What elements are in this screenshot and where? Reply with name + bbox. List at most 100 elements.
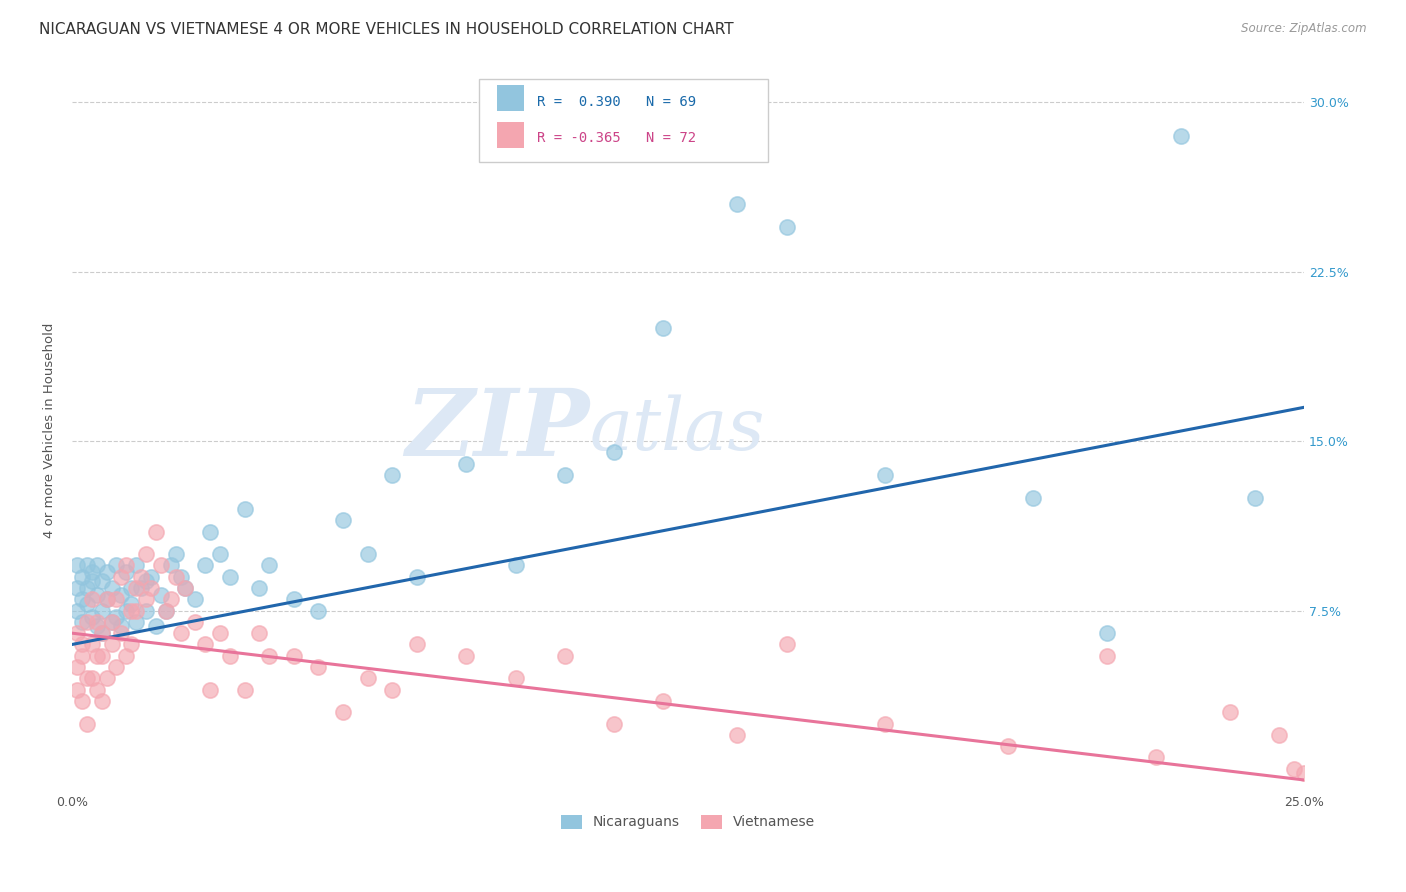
Text: R =  0.390   N = 69: R = 0.390 N = 69 (537, 95, 696, 109)
Point (456, 648, 478, 663)
Point (76, 615, 98, 629)
Point (66, 581, 89, 595)
Point (1243, 491, 1265, 505)
Point (70, 592, 93, 607)
Point (332, 705, 354, 719)
Point (70, 694, 93, 708)
Point (652, 321, 675, 335)
Point (332, 513, 354, 527)
Point (105, 660, 128, 674)
Point (149, 588, 172, 602)
Point (194, 637, 217, 651)
Point (86, 558, 108, 573)
Point (80, 610, 103, 624)
Point (110, 570, 132, 584)
Point (159, 558, 181, 573)
Point (1095, 648, 1118, 663)
Point (145, 619, 167, 633)
Point (125, 604, 148, 618)
Point (100, 581, 122, 595)
Point (86, 619, 108, 633)
Point (283, 592, 305, 607)
Point (120, 604, 142, 618)
Point (120, 637, 142, 651)
Text: R = -0.365   N = 72: R = -0.365 N = 72 (537, 131, 696, 145)
Point (149, 558, 172, 573)
Point (100, 637, 122, 651)
Point (110, 626, 132, 640)
Point (1268, 728, 1291, 742)
Text: ZIP: ZIP (405, 384, 589, 475)
Point (184, 615, 207, 629)
Point (100, 615, 122, 629)
Point (96, 565, 118, 579)
Point (115, 604, 138, 618)
Point (100, 615, 122, 629)
Point (198, 524, 221, 539)
Point (86, 615, 108, 629)
Point (80, 574, 103, 589)
Point (86, 682, 108, 697)
Point (80, 637, 103, 651)
Point (115, 565, 138, 579)
Point (135, 574, 157, 589)
Point (96, 671, 118, 685)
Point (218, 570, 240, 584)
Point (105, 592, 128, 607)
Point (70, 570, 93, 584)
Point (174, 581, 197, 595)
Point (86, 588, 108, 602)
FancyBboxPatch shape (478, 79, 768, 162)
Point (110, 619, 132, 633)
Point (381, 682, 404, 697)
Point (775, 219, 797, 234)
Point (135, 592, 157, 607)
Point (184, 592, 207, 607)
Point (139, 570, 162, 584)
Point (129, 570, 152, 584)
Point (66, 660, 89, 674)
Point (652, 694, 675, 708)
Point (283, 648, 305, 663)
Point (135, 547, 157, 561)
Point (90, 626, 112, 640)
Point (406, 570, 429, 584)
Point (174, 581, 197, 595)
Point (233, 682, 256, 697)
Point (257, 648, 280, 663)
Point (247, 626, 270, 640)
Point (90, 604, 112, 618)
Point (194, 558, 217, 573)
Point (76, 597, 98, 611)
Point (169, 570, 191, 584)
Point (165, 547, 187, 561)
Point (247, 581, 270, 595)
Point (1022, 491, 1045, 505)
Point (66, 604, 89, 618)
Point (155, 604, 177, 618)
Point (76, 558, 98, 573)
Point (1095, 626, 1118, 640)
Point (110, 588, 132, 602)
Point (80, 671, 103, 685)
Point (115, 558, 138, 573)
Point (875, 716, 897, 731)
Point (145, 524, 167, 539)
Point (120, 597, 142, 611)
Point (86, 648, 108, 663)
FancyBboxPatch shape (498, 86, 524, 112)
Point (70, 648, 93, 663)
Point (135, 604, 157, 618)
Point (169, 626, 191, 640)
Point (76, 671, 98, 685)
Point (554, 648, 576, 663)
Point (90, 648, 112, 663)
Point (875, 468, 897, 483)
Point (66, 682, 89, 697)
Point (381, 468, 404, 483)
Point (1294, 766, 1316, 780)
Point (1170, 129, 1192, 144)
Point (70, 615, 93, 629)
Point (125, 558, 148, 573)
Point (155, 604, 177, 618)
